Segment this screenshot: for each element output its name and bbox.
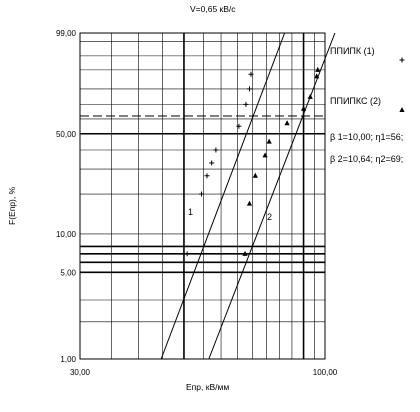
data-point-plus xyxy=(213,147,219,153)
y-tick-label: 99,00 xyxy=(56,29,77,38)
grid xyxy=(79,32,326,360)
fit-line-1 xyxy=(160,32,286,360)
annotation-beta-1: β 1=10,00; η1=56; xyxy=(330,132,403,142)
data-point-triangle xyxy=(266,138,272,144)
y-axis-label: F(Епр), % xyxy=(7,186,17,225)
y-tick-label: 5,00 xyxy=(60,268,76,277)
legend-marker-triangle xyxy=(399,107,405,112)
x-tick-label: 30,00 xyxy=(70,368,91,377)
plot-frame xyxy=(79,32,326,360)
data-point-triangle xyxy=(307,93,313,99)
x-tick-labels: 30,00 100,00 xyxy=(70,368,338,377)
data-point-plus xyxy=(243,101,249,107)
data-point-plus xyxy=(184,251,190,257)
chart-title: V=0,65 кВ/с xyxy=(190,4,236,14)
fit-line-2 xyxy=(208,32,336,360)
annotation-beta-2: β 2=10,64; η2=69; xyxy=(330,154,403,164)
y-tick-label: 1,00 xyxy=(60,355,76,364)
legend-label-2: ППИПКС (2) xyxy=(330,96,381,106)
legend-label-1: ППИПК (1) xyxy=(330,46,375,56)
y-tick-labels: 1,00 5,00 10,00 50,00 99,00 xyxy=(56,29,77,364)
y-tick-label: 50,00 xyxy=(56,130,77,139)
data-point-triangle xyxy=(246,200,253,206)
data-point-plus xyxy=(204,173,210,179)
data-point-triangle xyxy=(252,172,258,178)
legend-plus-icon xyxy=(399,57,405,63)
data-point-triangle xyxy=(315,66,321,72)
y-tick-label: 10,00 xyxy=(56,230,77,239)
data-point-plus xyxy=(236,123,242,129)
data-point-triangle xyxy=(284,120,290,126)
data-point-plus xyxy=(198,191,204,197)
data-point-triangle xyxy=(242,250,248,256)
data-points xyxy=(184,66,321,257)
fit-label-2: 2 xyxy=(267,212,272,222)
data-point-triangle xyxy=(300,105,307,111)
bold-lines xyxy=(80,33,325,359)
legend-triangle-icon xyxy=(399,107,405,112)
legend-marker-plus xyxy=(399,57,405,63)
data-point-plus xyxy=(209,160,215,166)
data-point-plus xyxy=(248,71,254,77)
data-point-triangle xyxy=(314,73,320,79)
data-point-plus xyxy=(246,86,252,92)
fit-label-1: 1 xyxy=(188,207,193,217)
data-point-triangle xyxy=(262,152,268,158)
x-axis-label: Епр, кВ/мм xyxy=(186,382,229,392)
fit-lines xyxy=(160,32,336,360)
x-tick-label: 100,00 xyxy=(313,368,338,377)
